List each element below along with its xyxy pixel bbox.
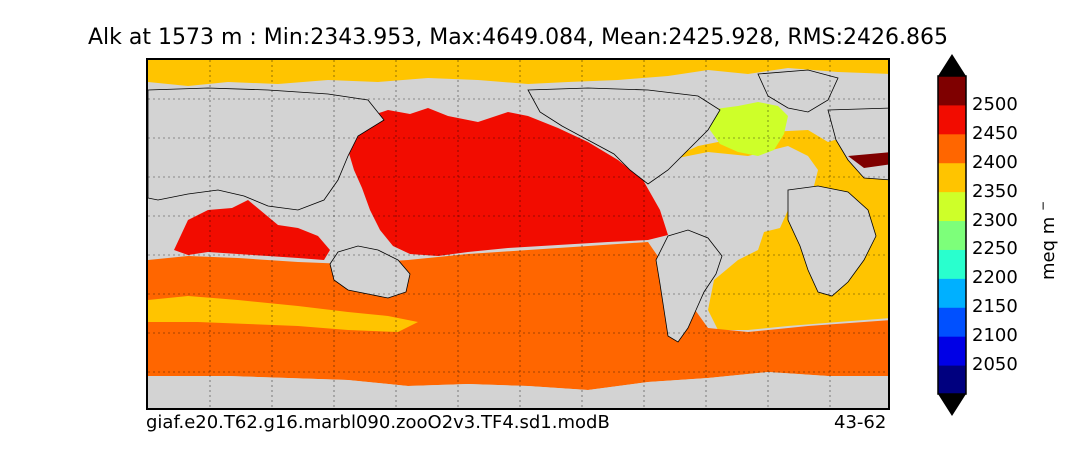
colorbar-tick-label: 2300 (972, 209, 1018, 231)
greenland (757, 69, 839, 113)
colorbar-bin (938, 278, 966, 308)
colorbar-tick-label: 2200 (972, 267, 1018, 289)
colorbar-extend-max (938, 54, 966, 76)
colorbar-bin (938, 307, 966, 337)
unit-label-text: meq m (1038, 217, 1059, 280)
south-indian-band (148, 296, 418, 332)
colorbar-bin (938, 336, 966, 366)
map-panel (146, 58, 890, 410)
years-label: 43-62 (834, 412, 887, 433)
colorbar-bin (938, 191, 966, 222)
colorbar-tick-label: 2400 (972, 151, 1018, 173)
mediterranean-region (848, 152, 888, 168)
unit-label-exponent: −3 (1036, 200, 1050, 211)
colorbar-bin (938, 249, 966, 279)
colorbar-unit-label: meq m −3 (1020, 193, 1080, 310)
ocean-alkalinity-map (148, 60, 888, 408)
case-name-label: giaf.e20.T62.g16.marbl090.zooO2v3.TF4.sd… (146, 412, 610, 433)
colorbar-bin (938, 104, 966, 135)
colorbar-bin (938, 133, 966, 164)
plot-title: Alk at 1573 m : Min:2343.953, Max:4649.0… (88, 25, 948, 50)
colorbar-bin (938, 365, 966, 395)
africa (787, 185, 877, 297)
colorbar-bin (938, 76, 966, 106)
pacific-ocean-region (348, 108, 668, 256)
antarctica (148, 372, 888, 408)
colorbar-tick-label: 2350 (972, 180, 1018, 202)
southern-ocean-region (148, 242, 888, 390)
colorbar-bin (938, 162, 966, 193)
colorbar-tick-label: 2150 (972, 296, 1018, 318)
svg-text:meq m −3: meq m −3 (1036, 200, 1059, 280)
colorbar-extend-min (938, 394, 966, 416)
colorbar-bin (938, 220, 966, 250)
australia (329, 245, 411, 299)
colorbar (937, 54, 967, 416)
south-america (655, 229, 723, 343)
colorbar-tick-label: 2100 (972, 325, 1018, 347)
colorbar-tick-label: 2250 (972, 238, 1018, 260)
graticule (148, 60, 888, 408)
indian-ocean-region (174, 200, 330, 260)
colorbar-tick-label: 2500 (972, 93, 1018, 115)
asia (148, 87, 385, 211)
colorbar-tick-label: 2450 (972, 122, 1018, 144)
arctic-ocean-region (148, 60, 888, 86)
north-america (527, 87, 721, 185)
colorbar-tick-label: 2050 (972, 354, 1018, 376)
